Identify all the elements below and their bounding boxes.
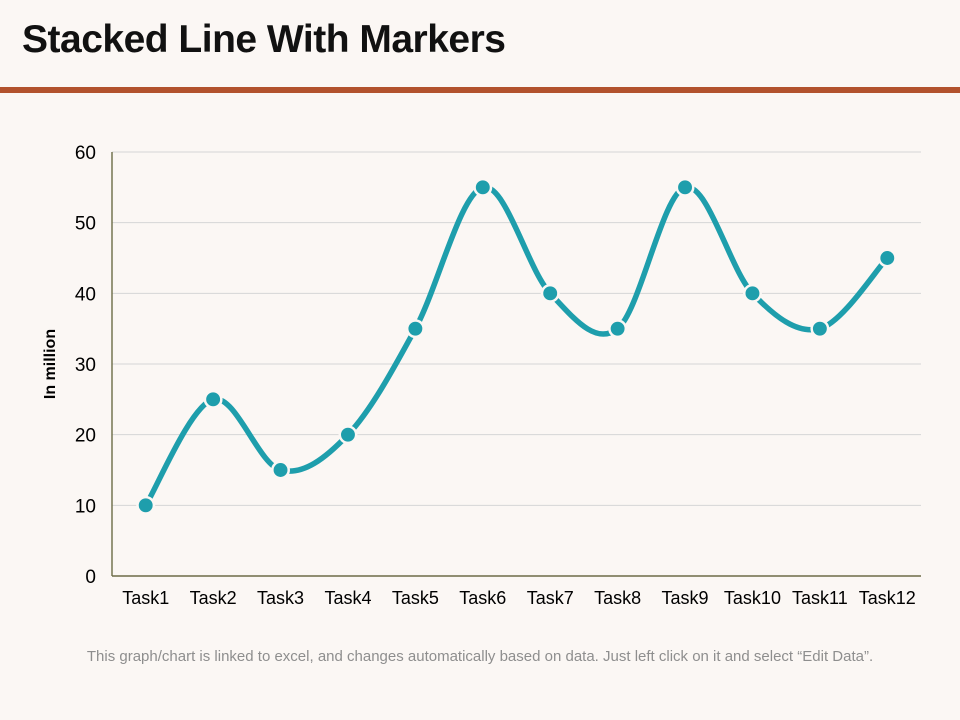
x-tick-label: Task7 [527,588,574,608]
x-tick-label: Task5 [392,588,439,608]
x-tick-label: Task11 [792,588,848,608]
data-point-marker [405,319,425,339]
data-point-marker [743,283,762,303]
data-point-marker [271,460,290,480]
x-tick-label: Task4 [324,588,371,608]
y-tick-label: 60 [75,143,96,164]
data-point-marker [877,248,897,268]
y-tick-label: 40 [75,284,96,305]
x-tick-label: Task1 [122,588,169,608]
y-tick-label: 30 [75,355,96,376]
x-tick-label: Task6 [459,588,506,608]
data-point-marker [338,425,358,445]
chart-svg[interactable]: 0 10 20 30 40 50 60 Task1 Task2 Task3 Task4 Task5 Ta… [0,100,960,640]
y-axis-title: In million [42,329,59,399]
title-underline [0,87,960,93]
data-point-marker [540,283,560,303]
y-tick-label: 20 [75,426,96,447]
y-tick-label: 50 [75,214,96,235]
data-point-marker [203,389,223,409]
data-point-marker [136,495,156,515]
x-tick-label: Task3 [257,588,304,608]
x-tick-label: Task2 [190,588,237,608]
y-tick-label: 10 [75,496,96,517]
x-tick-label: Task10 [724,588,781,608]
series-line [142,184,891,509]
data-point-marker [473,177,493,197]
footer-note: This graph/chart is linked to excel, and… [86,648,874,665]
data-point-marker [810,319,830,339]
page-title: Stacked Line With Markers [22,18,506,61]
x-tick-label: Task12 [859,588,916,608]
data-point-marker [675,177,695,197]
x-tick-label: Task9 [662,588,709,608]
x-tick-label: Task8 [594,588,641,608]
data-point-marker [608,319,628,339]
y-tick-label: 0 [85,567,96,588]
